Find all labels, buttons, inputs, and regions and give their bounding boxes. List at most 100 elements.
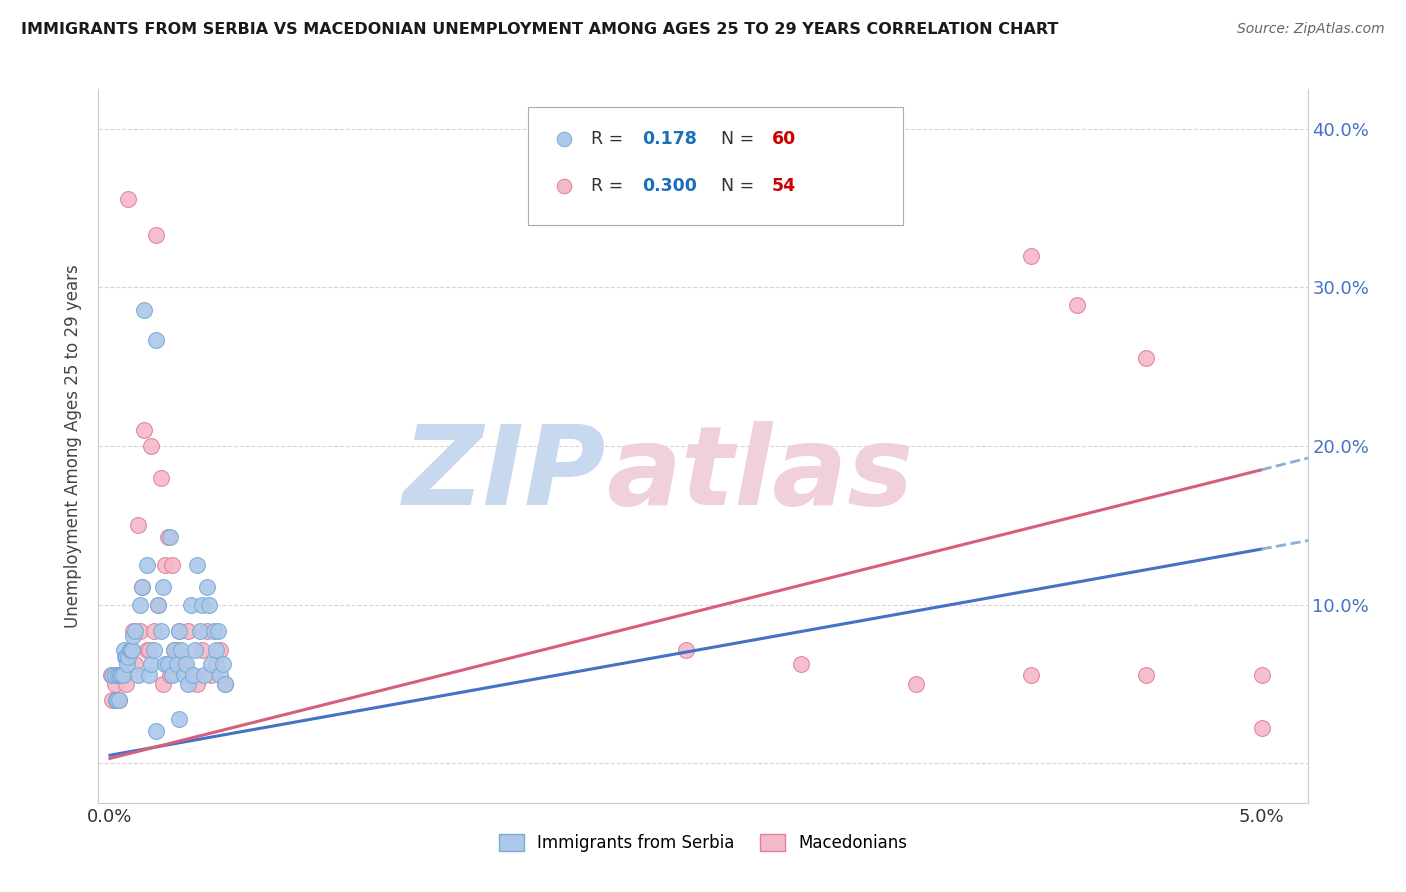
- Legend: Immigrants from Serbia, Macedonians: Immigrants from Serbia, Macedonians: [492, 827, 914, 859]
- Point: [790, 657, 813, 671]
- Point: [142, 643, 165, 657]
- Point: [145, 724, 167, 739]
- Point: [177, 677, 200, 691]
- Point: [152, 580, 174, 594]
- Point: [141, 439, 163, 453]
- Point: [205, 643, 228, 657]
- Point: [145, 227, 167, 242]
- Text: 0.178: 0.178: [643, 130, 697, 148]
- Point: [214, 677, 236, 691]
- Point: [211, 657, 233, 671]
- Point: [186, 558, 208, 572]
- Point: [103, 668, 125, 682]
- Point: [163, 643, 186, 657]
- Text: 54: 54: [772, 177, 796, 194]
- Y-axis label: Unemployment Among Ages 25 to 29 years: Unemployment Among Ages 25 to 29 years: [65, 264, 83, 628]
- Point: [115, 650, 138, 665]
- Point: [108, 692, 131, 706]
- Point: [202, 624, 225, 638]
- Point: [112, 668, 135, 682]
- Point: [111, 668, 134, 682]
- Point: [166, 643, 188, 657]
- Point: [110, 668, 132, 682]
- Point: [101, 668, 124, 682]
- Point: [152, 677, 174, 691]
- Point: [180, 598, 202, 612]
- Point: [107, 668, 129, 682]
- Point: [103, 668, 125, 682]
- Point: [117, 192, 139, 206]
- Point: [120, 643, 142, 657]
- Point: [155, 657, 177, 671]
- Point: [138, 643, 160, 657]
- Point: [149, 624, 172, 638]
- Point: [110, 668, 132, 682]
- Point: [131, 580, 153, 594]
- Point: [905, 677, 928, 691]
- Point: [159, 530, 181, 544]
- FancyBboxPatch shape: [527, 107, 903, 225]
- Point: [127, 518, 149, 533]
- Point: [156, 530, 179, 544]
- Point: [1135, 668, 1157, 682]
- Point: [134, 303, 156, 318]
- Point: [104, 692, 127, 706]
- Point: [195, 624, 218, 638]
- Point: [181, 668, 204, 682]
- Point: [141, 657, 163, 671]
- Point: [163, 643, 186, 657]
- Point: [200, 668, 222, 682]
- Point: [167, 712, 190, 726]
- Point: [170, 643, 193, 657]
- Point: [112, 643, 135, 657]
- Point: [167, 624, 190, 638]
- Point: [100, 668, 122, 682]
- Point: [160, 668, 183, 682]
- Point: [155, 558, 177, 572]
- Point: [188, 624, 211, 638]
- Point: [207, 624, 229, 638]
- Text: 60: 60: [772, 130, 796, 148]
- Point: [148, 598, 170, 612]
- Point: [120, 643, 142, 657]
- Point: [1019, 668, 1042, 682]
- Point: [115, 677, 138, 691]
- Text: Source: ZipAtlas.com: Source: ZipAtlas.com: [1237, 22, 1385, 37]
- Point: [115, 657, 138, 671]
- Text: R =: R =: [591, 130, 628, 148]
- Point: [205, 657, 228, 671]
- Point: [105, 692, 128, 706]
- Point: [148, 598, 170, 612]
- Point: [145, 333, 167, 347]
- Point: [177, 624, 200, 638]
- Point: [103, 677, 125, 691]
- Point: [101, 692, 124, 706]
- Text: ZIP: ZIP: [402, 421, 606, 528]
- Point: [209, 668, 232, 682]
- Point: [1019, 249, 1042, 263]
- Point: [131, 580, 153, 594]
- Point: [135, 643, 157, 657]
- Point: [195, 580, 218, 594]
- Point: [108, 692, 131, 706]
- Point: [167, 624, 190, 638]
- Point: [142, 624, 165, 638]
- Text: N =: N =: [721, 177, 759, 194]
- Point: [1066, 298, 1088, 312]
- Point: [191, 598, 214, 612]
- Point: [121, 643, 143, 657]
- Point: [174, 657, 197, 671]
- Text: atlas: atlas: [606, 421, 914, 528]
- Point: [214, 677, 236, 691]
- Point: [124, 657, 146, 671]
- Point: [166, 657, 188, 671]
- Point: [104, 692, 127, 706]
- Point: [138, 668, 160, 682]
- Text: N =: N =: [721, 130, 759, 148]
- Text: IMMIGRANTS FROM SERBIA VS MACEDONIAN UNEMPLOYMENT AMONG AGES 25 TO 29 YEARS CORR: IMMIGRANTS FROM SERBIA VS MACEDONIAN UNE…: [21, 22, 1059, 37]
- Point: [1135, 351, 1157, 365]
- Point: [159, 668, 181, 682]
- Point: [110, 668, 132, 682]
- Point: [128, 624, 150, 638]
- Point: [135, 558, 157, 572]
